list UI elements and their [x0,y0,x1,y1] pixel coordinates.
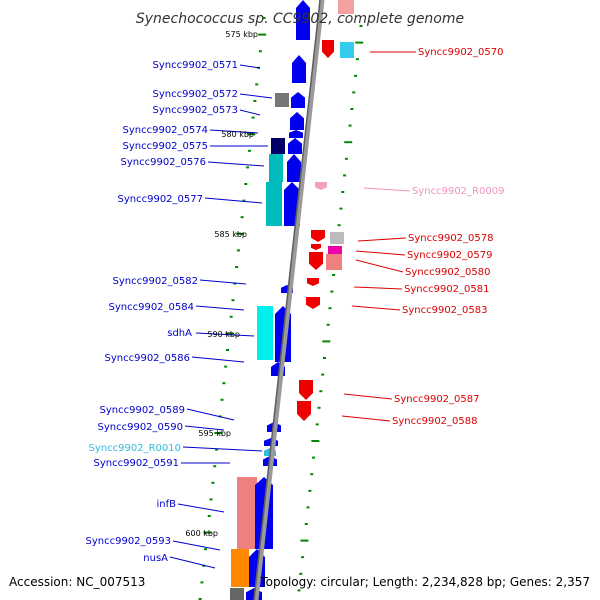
gene-feature [230,588,244,600]
gene-label[interactable]: Syncc9902_0570 [418,47,504,58]
leader-line [355,250,406,256]
gene-feature [271,138,285,154]
gene-label[interactable]: Syncc9902_0588 [392,416,478,427]
gene-label[interactable]: Syncc9902_0582 [113,276,199,287]
gene-feature [326,254,342,270]
gene-label[interactable]: Syncc9902_0579 [407,250,493,261]
gene-label[interactable]: Syncc9902_R0010 [89,443,181,454]
gene-label[interactable]: Syncc9902_0572 [153,89,239,100]
leader-line [357,237,407,242]
leader-line [355,259,404,273]
leader-line [353,286,403,290]
leader-line [343,393,393,400]
kbp-mark: 585 kbp [214,230,247,239]
gene-label[interactable]: Syncc9902_0593 [86,536,172,547]
gene-label[interactable]: nusA [143,553,168,564]
gene-features [230,0,354,600]
leader-line [207,161,265,167]
gene-label[interactable]: Syncc9902_0571 [153,60,239,71]
gene-feature [289,130,303,138]
gene-feature [287,154,301,182]
gene-label[interactable]: Syncc9902_0590 [98,422,184,433]
gene-feature [311,244,321,250]
leader-line [239,64,261,69]
kbp-mark: 595 kbp [198,429,231,438]
leader-line [195,305,245,311]
gene-feature [328,246,342,254]
gene-label[interactable]: sdhA [167,328,192,339]
page-title: Synechococcus sp. CC9902, complete genom… [136,11,464,27]
leader-line [195,332,255,337]
gene-label[interactable]: Syncc9902_0591 [94,458,180,469]
gene-feature [266,182,282,226]
gene-feature [340,42,354,58]
gene-label[interactable]: Syncc9902_0587 [394,394,480,405]
gene-label[interactable]: Syncc9902_0584 [109,302,195,313]
topology-text: Topology: circular; Length: 2,234,828 bp… [259,575,590,589]
tick-marks [198,17,364,600]
gene-label[interactable]: Syncc9902_0580 [405,267,491,278]
leader-line [239,109,261,116]
gene-feature [275,93,289,107]
leader-line [199,279,247,285]
gene-label[interactable]: Syncc9902_0574 [123,125,209,136]
leader-line [363,187,411,192]
kbp-mark: 600 kbp [185,529,218,538]
gene-feature [307,278,319,286]
gene-feature [291,92,305,108]
gene-label[interactable]: Syncc9902_0583 [402,305,488,316]
gene-feature [296,0,310,40]
leader-line [184,425,225,431]
gene-feature [290,112,304,130]
genome-backbone-shadow [253,0,321,600]
gene-feature [297,401,311,421]
gene-label[interactable]: Syncc9902_0576 [121,157,207,168]
gene-feature [309,252,323,270]
gene-label[interactable]: Syncc9902_0589 [100,405,186,416]
gene-feature [338,0,354,14]
gene-feature [299,380,313,400]
gene-feature [269,154,283,182]
genome-backbone [253,0,325,600]
leader-line [186,408,235,421]
leader-line [239,93,273,99]
gene-feature [311,230,325,242]
leader-line [351,305,401,311]
kbp-mark: 580 kbp [221,130,254,139]
gene-feature [306,297,320,309]
leader-line [182,446,263,452]
gene-feature [257,306,273,360]
gene-label[interactable]: Syncc9902_0575 [123,141,209,152]
gene-label[interactable]: Syncc9902_0586 [105,353,191,364]
leader-line [341,415,391,422]
accession-text: Accession: NC_007513 [9,575,145,589]
leader-line [191,356,245,363]
label-leader-lines [169,51,416,569]
kbp-mark: 575 kbp [225,30,258,39]
gene-feature [322,40,334,58]
gene-feature [237,477,257,549]
gene-feature [330,232,344,244]
gene-label[interactable]: Syncc9902_R0009 [412,186,504,197]
leader-line [204,197,263,204]
gene-feature [231,549,249,587]
gene-label[interactable]: infB [157,499,177,510]
gene-label[interactable]: Syncc9902_0577 [118,194,204,205]
gene-feature [288,138,302,154]
leader-line [209,129,259,134]
leader-line [172,540,221,551]
gene-label[interactable]: Syncc9902_0573 [153,105,239,116]
kbp-mark: 590 kbp [207,330,240,339]
gene-feature [292,55,306,83]
leader-line [169,556,216,569]
gene-label[interactable]: Syncc9902_0578 [408,233,494,244]
gene-label[interactable]: Syncc9902_0581 [404,284,490,295]
gene-feature [315,182,327,190]
leader-line [177,503,225,513]
